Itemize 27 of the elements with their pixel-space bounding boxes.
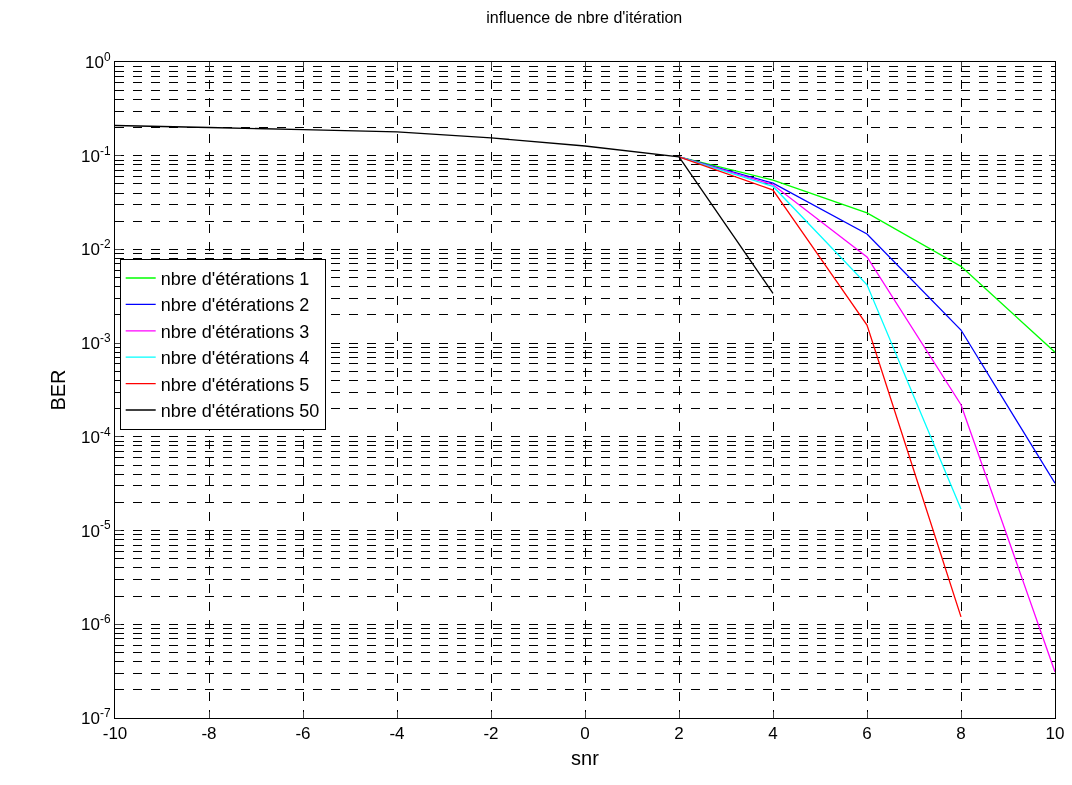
y-tick-label: 10$^{-2}$: [81, 237, 111, 260]
x-tick-label: -2: [483, 724, 499, 744]
x-tick-label: -8: [201, 724, 217, 744]
y-tick-label: 10$^{-6}$: [81, 612, 111, 635]
y-tick-label: 10$^{-1}$: [81, 143, 111, 166]
x-tick-label: -4: [389, 724, 405, 744]
x-tick-label: 10: [1045, 724, 1065, 744]
x-axis-title: snr: [571, 746, 600, 769]
legend-label: nbre d'étérations 5: [160, 374, 310, 395]
x-tick-label: 6: [862, 724, 872, 744]
chart-title: influence de nbre d'itération: [486, 8, 683, 26]
legend-label: nbre d'étérations 2: [160, 295, 310, 316]
x-tick-label: 4: [768, 724, 778, 744]
x-tick-label: 8: [956, 724, 966, 744]
y-tick-label: 10$^{-5}$: [81, 518, 111, 541]
x-tick-label: 2: [674, 724, 684, 744]
y-axis-title: BER: [46, 369, 69, 411]
legend-label: nbre d'étérations 4: [160, 348, 310, 369]
y-tick-label: 10$^{-4}$: [81, 424, 111, 447]
y-tick-label: 10$^{0}$: [85, 49, 111, 72]
legend-label: nbre d'étérations 1: [160, 269, 310, 290]
x-tick-label: 0: [580, 724, 590, 744]
legend-label: nbre d'étérations 3: [160, 321, 310, 342]
x-tick-label: -6: [295, 724, 311, 744]
y-tick-label: 10$^{-3}$: [81, 330, 111, 354]
legend-label: nbre d'étérations 50: [160, 401, 320, 422]
line-series: [678, 156, 962, 618]
